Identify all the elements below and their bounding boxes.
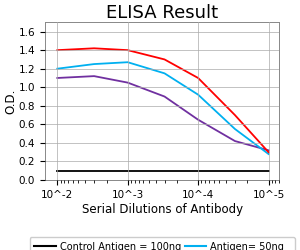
Antigen= 100ng xyxy=(233,114,237,116)
Antigen= 10ng xyxy=(267,149,270,152)
Antigen= 50ng xyxy=(267,152,270,156)
Antigen= 100ng xyxy=(267,151,270,154)
Antigen= 50ng xyxy=(196,93,200,96)
Antigen= 100ng xyxy=(196,76,200,80)
Antigen= 10ng xyxy=(163,95,166,98)
Antigen= 100ng xyxy=(56,49,59,52)
X-axis label: Serial Dilutions of Antibody: Serial Dilutions of Antibody xyxy=(82,202,243,215)
Line: Antigen= 10ng: Antigen= 10ng xyxy=(57,76,268,150)
Antigen= 50ng xyxy=(163,72,166,75)
Control Antigen = 100ng xyxy=(267,169,270,172)
Antigen= 50ng xyxy=(233,128,237,130)
Antigen= 50ng xyxy=(92,62,96,66)
Antigen= 10ng xyxy=(233,140,237,142)
Control Antigen = 100ng xyxy=(196,169,200,172)
Control Antigen = 100ng xyxy=(56,169,59,172)
Antigen= 10ng xyxy=(56,76,59,80)
Antigen= 10ng xyxy=(126,81,130,84)
Antigen= 100ng xyxy=(126,49,130,52)
Control Antigen = 100ng xyxy=(126,169,130,172)
Antigen= 100ng xyxy=(163,58,166,61)
Antigen= 50ng xyxy=(126,61,130,64)
Line: Antigen= 50ng: Antigen= 50ng xyxy=(57,62,268,154)
Antigen= 10ng xyxy=(196,118,200,121)
Y-axis label: O.D.: O.D. xyxy=(4,88,17,114)
Antigen= 50ng xyxy=(56,67,59,70)
Antigen= 10ng xyxy=(92,75,96,78)
Line: Antigen= 100ng: Antigen= 100ng xyxy=(57,48,268,152)
Title: ELISA Result: ELISA Result xyxy=(106,4,218,22)
Legend: Control Antigen = 100ng, Antigen= 10ng, Antigen= 50ng, Antigen= 100ng: Control Antigen = 100ng, Antigen= 10ng, … xyxy=(29,237,295,250)
Antigen= 100ng xyxy=(92,47,96,50)
